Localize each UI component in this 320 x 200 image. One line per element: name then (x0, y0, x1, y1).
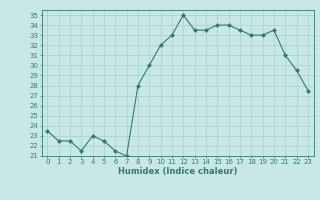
X-axis label: Humidex (Indice chaleur): Humidex (Indice chaleur) (118, 167, 237, 176)
